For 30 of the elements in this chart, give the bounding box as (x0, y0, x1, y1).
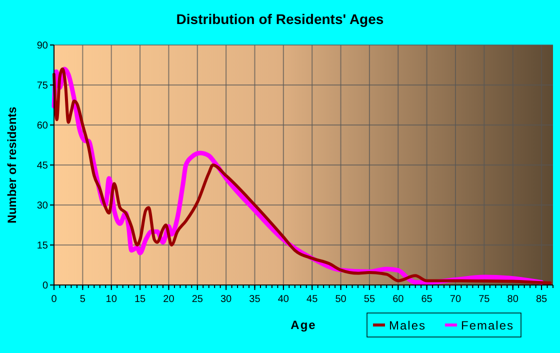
x-tick-label: 50 (335, 294, 347, 305)
x-tick-label: 35 (249, 294, 261, 305)
x-tick-label: 10 (106, 294, 118, 305)
x-tick-label: 30 (220, 294, 232, 305)
x-axis-title: Age (290, 318, 316, 332)
x-tick-label: 85 (536, 294, 548, 305)
y-tick-label: 15 (36, 240, 48, 252)
x-tick-label: 60 (392, 294, 404, 305)
x-tick-label: 70 (450, 294, 462, 305)
legend-label: Males (389, 318, 426, 332)
x-tick-label: 40 (278, 294, 290, 305)
x-tick-label: 5 (80, 294, 86, 305)
y-axis-title: Number of residents (5, 106, 19, 224)
y-tick-label: 0 (42, 280, 48, 292)
x-tick-label: 55 (364, 294, 376, 305)
y-tick-label: 90 (36, 40, 48, 52)
legend-label: Females (461, 318, 514, 332)
chart-title: Distribution of Residents' Ages (176, 11, 384, 27)
x-tick-label: 75 (478, 294, 490, 305)
x-tick-label: 15 (134, 294, 146, 305)
y-tick-label: 30 (36, 200, 48, 212)
y-tick-label: 60 (36, 120, 48, 132)
x-tick-label: 80 (507, 294, 519, 305)
x-tick-label: 45 (306, 294, 318, 305)
x-tick-label: 25 (192, 294, 204, 305)
y-tick-label: 75 (36, 80, 48, 92)
x-tick-label: 20 (163, 294, 175, 305)
y-tick-label: 45 (36, 160, 48, 172)
x-tick-label: 0 (51, 294, 58, 305)
x-tick-label: 65 (421, 294, 433, 305)
